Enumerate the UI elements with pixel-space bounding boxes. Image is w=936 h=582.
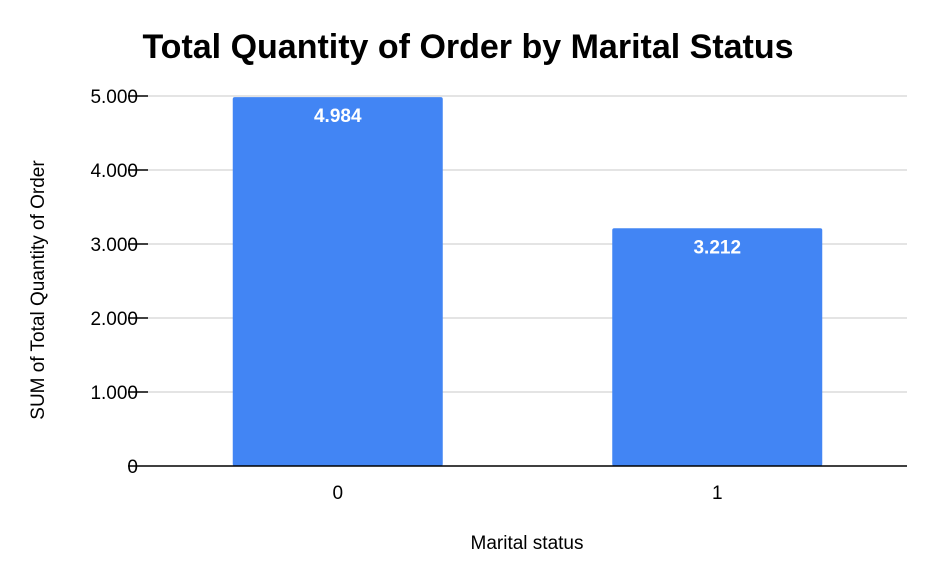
x-tick-label-0: 0 (332, 483, 343, 504)
data-label-0: 4.984 (314, 106, 362, 127)
y-tick-label: 1.000 (90, 383, 138, 404)
data-label-1: 3.212 (693, 237, 741, 258)
x-tick-label-1: 1 (712, 483, 723, 504)
chart-title: Total Quantity of Order by Marital Statu… (142, 28, 793, 66)
bar-0[interactable] (232, 97, 443, 467)
bars: 4.984 3.212 (232, 97, 823, 467)
y-tick-label: 0 (127, 457, 138, 478)
y-tick-label: 2.000 (90, 309, 138, 330)
y-tick-label: 5.000 (90, 87, 138, 108)
bar-1[interactable] (612, 228, 823, 466)
x-axis-label: Marital status (471, 533, 584, 554)
y-tick-label: 4.000 (90, 161, 138, 182)
y-axis-ticks: 0 1.000 2.000 3.000 4.000 5.000 (90, 87, 148, 478)
y-axis-label: SUM of Total Quantity of Order (28, 160, 49, 420)
y-tick-label: 3.000 (90, 235, 138, 256)
